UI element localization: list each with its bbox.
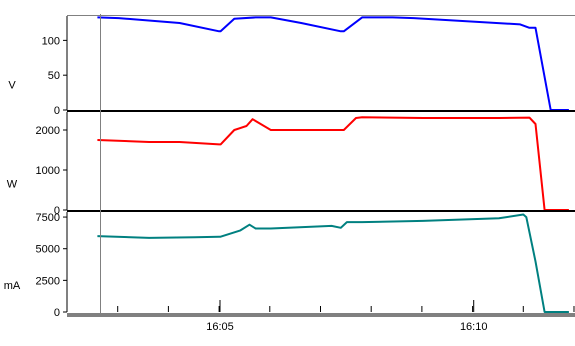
time-axis-band [67, 313, 575, 317]
voltage-series-line [97, 16, 569, 111]
power-series-line [97, 116, 569, 211]
power-y-tick-label: 2000 [36, 125, 60, 137]
time-axis-label: 16:10 [460, 321, 488, 333]
power-y-tick-label: 1000 [36, 165, 60, 177]
current-series-line [97, 213, 569, 313]
voltage-unit-label: V [8, 79, 16, 91]
voltage-y-tick-label: 0 [54, 105, 60, 117]
voltage-y-tick-label: 50 [48, 70, 60, 82]
current-y-tick-label: 0 [54, 307, 60, 319]
current-y-tick-label: 5000 [36, 244, 60, 256]
time-axis-label: 16:05 [206, 321, 234, 333]
current-unit-label: mA [4, 280, 21, 292]
power-unit-label: W [7, 178, 18, 190]
power-y-tick-label: 0 [54, 205, 60, 217]
current-y-tick-label: 7500 [36, 212, 60, 224]
current-y-tick-label: 2500 [36, 275, 60, 287]
voltage-y-tick-label: 100 [42, 35, 60, 47]
